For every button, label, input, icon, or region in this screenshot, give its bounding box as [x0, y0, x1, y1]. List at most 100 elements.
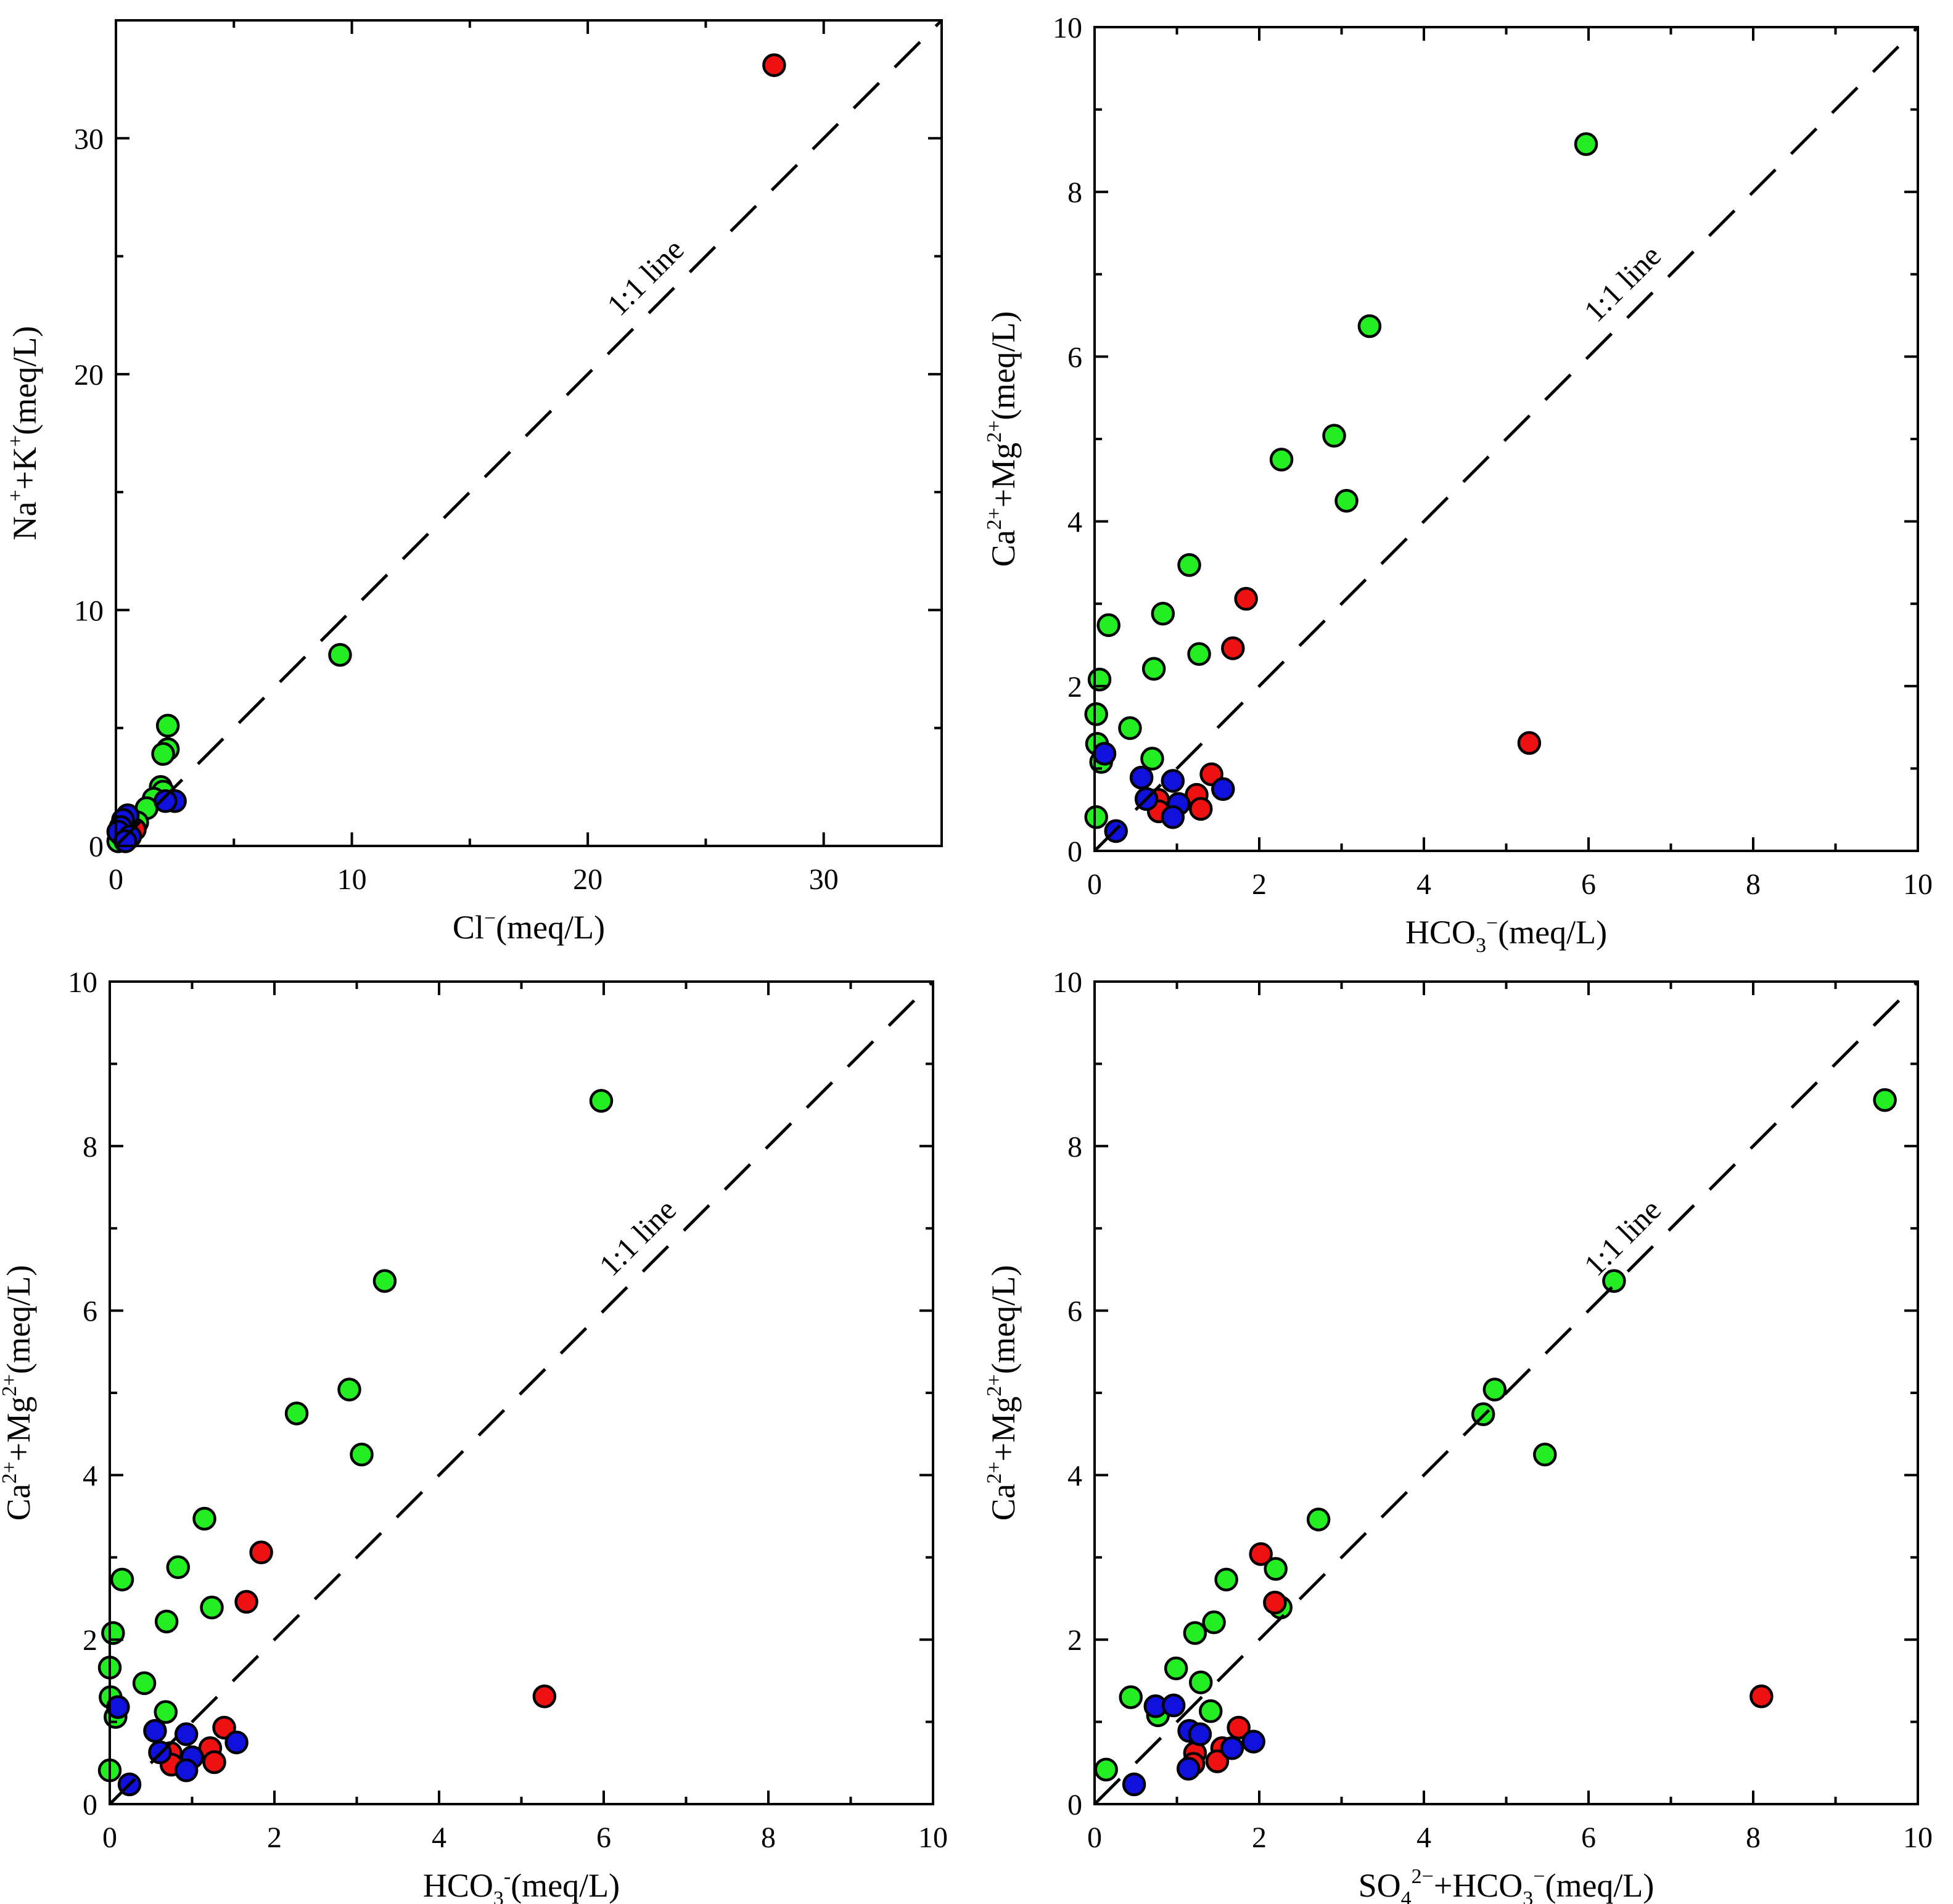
- point-blue: [1161, 805, 1185, 829]
- panel-b-reference-line: [1093, 26, 1919, 852]
- y-tick-label: 8: [83, 1131, 97, 1163]
- point-red: [1517, 731, 1542, 755]
- point-green: [589, 1089, 614, 1113]
- point-red: [1221, 636, 1245, 660]
- point-red: [1263, 1590, 1287, 1615]
- point-green: [1118, 716, 1142, 741]
- point-green: [200, 1595, 224, 1620]
- point-green: [1164, 1656, 1188, 1681]
- point-green: [1264, 1557, 1288, 1581]
- x-tick-label: 0: [1087, 868, 1102, 901]
- point-red: [249, 1540, 273, 1565]
- point-blue: [1161, 769, 1185, 793]
- point-green: [1140, 747, 1164, 771]
- point-red: [1249, 1542, 1273, 1566]
- panel-b-tick-labels: 0 2 4 6 8 10 0 2 4 6 8 10: [1053, 12, 1933, 901]
- panel-a-x-axis-label: Cl−(meq/L): [453, 907, 605, 946]
- y-tick-label: 30: [74, 123, 104, 155]
- y-tick-label: 4: [83, 1459, 97, 1492]
- y-tick-label: 2: [1067, 671, 1082, 704]
- point-green: [372, 1269, 397, 1293]
- point-green: [1084, 805, 1108, 829]
- point-red: [234, 1590, 258, 1614]
- panel-d-points: [1094, 1088, 1897, 1797]
- point-green: [1151, 601, 1175, 626]
- panel-b-ticks: [1093, 26, 1919, 852]
- panel-a-reference-line-label: 1:1 line: [600, 232, 691, 322]
- point-blue: [113, 829, 138, 853]
- panel-d-reference-line-label: 1:1 line: [1577, 1192, 1667, 1283]
- point-blue: [224, 1730, 249, 1755]
- point-green: [1183, 1621, 1207, 1645]
- point-green: [1532, 1442, 1557, 1467]
- x-tick-label: 6: [1581, 1821, 1596, 1854]
- y-tick-label: 10: [74, 594, 104, 627]
- point-green: [151, 742, 175, 766]
- point-green: [284, 1401, 309, 1426]
- panel-d-ticks: [1093, 980, 1919, 1805]
- panel-c-y-axis-label: Ca2++Mg2+(meq/L): [0, 1265, 37, 1521]
- point-green: [1269, 448, 1294, 472]
- panel-a-reference-line: [115, 19, 943, 847]
- y-tick-label: 6: [1067, 341, 1082, 374]
- point-green: [337, 1377, 361, 1401]
- panel-a-y-axis-label: Na++K+(meq/L): [4, 326, 43, 541]
- point-blue: [1220, 1736, 1244, 1760]
- y-tick-label: 0: [83, 1789, 97, 1821]
- x-tick-label: 4: [1416, 868, 1431, 901]
- y-tick-label: 4: [1067, 506, 1082, 539]
- point-green: [166, 1555, 191, 1580]
- point-green: [1177, 553, 1201, 577]
- panel-b-points: [1084, 132, 1598, 843]
- panel-a-ticks: [115, 19, 943, 847]
- panel-b: 0 2 4 6 8 10 0 2 4 6 8 10 1:1 line HCO3−(meq/L) Ca2…: [983, 12, 1933, 957]
- point-green: [1602, 1269, 1626, 1293]
- point-green: [101, 1621, 125, 1645]
- x-tick-label: 6: [596, 1821, 611, 1854]
- x-tick-label: 0: [109, 863, 123, 896]
- point-green: [1574, 132, 1598, 156]
- y-tick-label: 8: [1067, 176, 1082, 209]
- x-tick-label: 2: [1252, 868, 1267, 901]
- panel-a-frame: [115, 19, 943, 847]
- point-red: [532, 1684, 557, 1709]
- x-tick-label: 30: [809, 863, 839, 896]
- panel-b-x-axis-label: HCO3−(meq/L): [1405, 912, 1607, 957]
- y-tick-label: 4: [1067, 1459, 1082, 1492]
- panel-b-y-axis-label: Ca2++Mg2+(meq/L): [983, 311, 1022, 567]
- x-tick-label: 10: [337, 863, 367, 896]
- point-red: [1234, 586, 1258, 611]
- x-tick-label: 8: [761, 1821, 776, 1854]
- point-blue: [1211, 777, 1235, 802]
- point-green: [1873, 1088, 1897, 1112]
- point-blue: [1092, 742, 1117, 766]
- point-green: [1306, 1508, 1331, 1532]
- x-tick-label: 10: [1903, 1821, 1933, 1854]
- point-blue: [1161, 1693, 1186, 1718]
- y-tick-label: 20: [74, 359, 104, 392]
- panel-c-ticks: [109, 980, 934, 1805]
- panel-d-x-axis-label: SO42−+HCO3−(meq/L): [1359, 1865, 1655, 1904]
- x-tick-label: 4: [432, 1821, 446, 1854]
- point-blue: [1122, 1772, 1146, 1797]
- point-red: [1227, 1715, 1251, 1740]
- panel-c-reference-line: [109, 980, 934, 1805]
- y-tick-label: 6: [83, 1295, 97, 1328]
- y-tick-label: 10: [1053, 966, 1082, 999]
- x-tick-label: 6: [1581, 868, 1596, 901]
- panel-c-points: [97, 1089, 614, 1797]
- y-tick-label: 2: [1067, 1624, 1082, 1657]
- point-green: [132, 1671, 157, 1696]
- point-green: [1482, 1377, 1507, 1401]
- panel-c-x-axis-label: HCO3-(meq/L): [423, 1865, 620, 1904]
- point-green: [1084, 702, 1108, 726]
- point-green: [110, 1567, 134, 1592]
- point-green: [1198, 1699, 1223, 1723]
- y-tick-label: 0: [1067, 835, 1082, 868]
- panel-b-reference-line-label: 1:1 line: [1577, 238, 1667, 329]
- panel-d-y-axis-label: Ca2++Mg2+(meq/L): [983, 1265, 1022, 1521]
- panel-c-reference-line-label: 1:1 line: [592, 1192, 683, 1283]
- y-tick-label: 8: [1067, 1131, 1082, 1163]
- point-green: [192, 1506, 216, 1531]
